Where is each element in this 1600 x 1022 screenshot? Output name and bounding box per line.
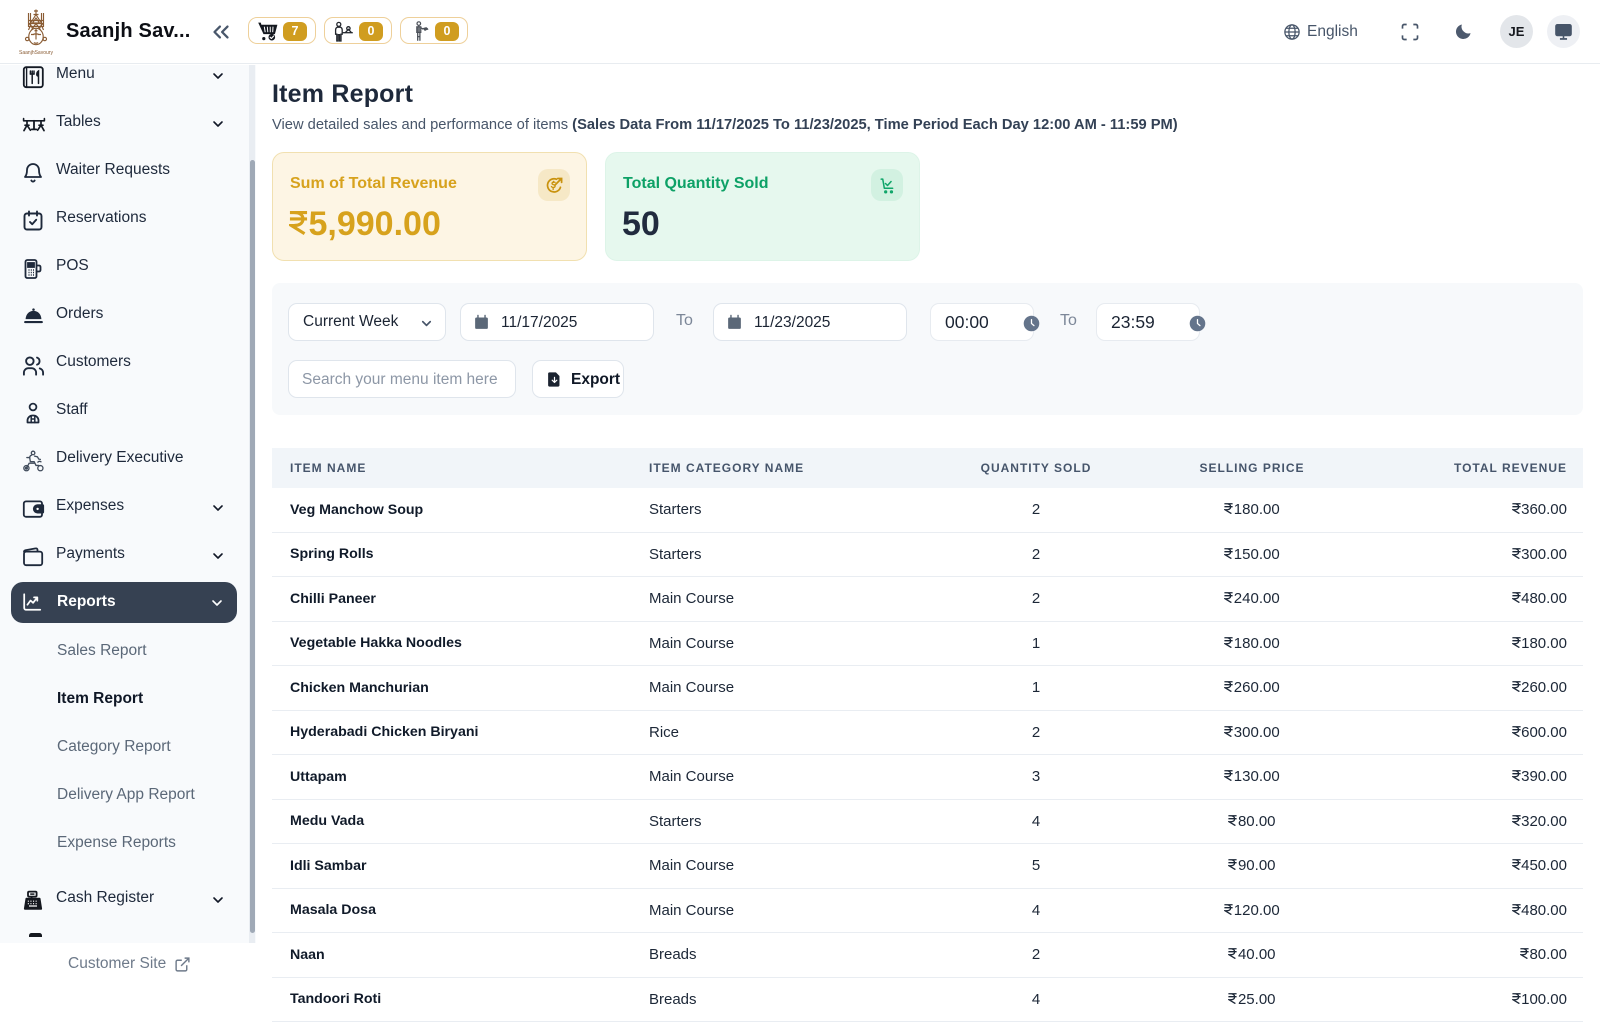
svg-text:SaanjhSavoury: SaanjhSavoury	[19, 50, 53, 56]
